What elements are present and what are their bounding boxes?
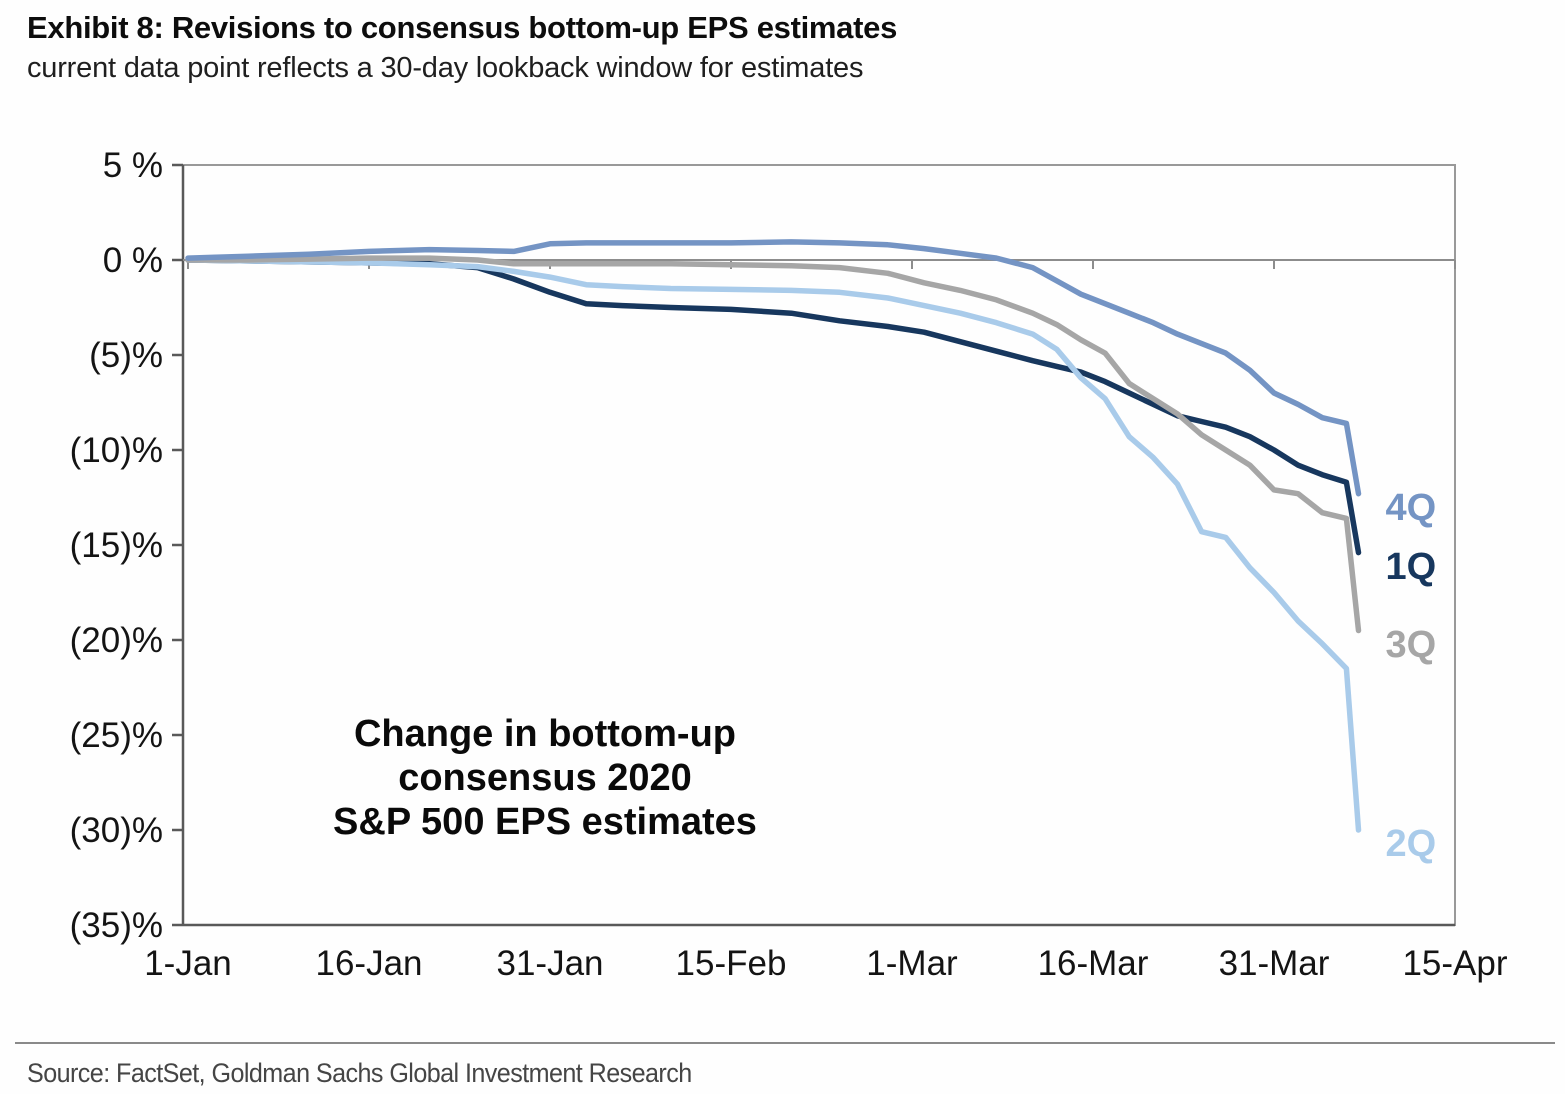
chart-annotation: Change in bottom-up consensus 2020 S&P 5… [285, 712, 805, 844]
y-tick-label: (25)% [70, 716, 163, 755]
annotation-line-3: S&P 500 EPS estimates [333, 801, 757, 843]
y-tick-label: (5)% [89, 336, 163, 375]
footer-divider [15, 1042, 1555, 1044]
annotation-line-2: consensus 2020 [398, 757, 692, 799]
x-tick-label: 1-Jan [144, 944, 232, 983]
y-tick-label: 0 % [103, 241, 163, 280]
y-tick-label: (35)% [70, 906, 163, 945]
series-label-1q: 1Q [1385, 545, 1437, 588]
eps-revisions-line-chart: 5 % 0 % (5)% (10)% (15)% (20)% (25)% (30)% (35)%… [70, 146, 1508, 983]
x-tick-label: 16-Mar [1038, 944, 1149, 983]
series-line-3q [185, 255, 1362, 634]
y-tick-label: (10)% [70, 431, 163, 470]
y-tick-label: (30)% [70, 811, 163, 850]
series-label-4q: 4Q [1385, 486, 1437, 529]
annotation-line-1: Change in bottom-up [353, 713, 737, 755]
y-tick-label: (15)% [70, 526, 163, 565]
x-tick-label: 1-Mar [866, 944, 958, 983]
source-note: Source: FactSet, Goldman Sachs Global In… [27, 1058, 692, 1088]
x-tick-label: 16-Jan [315, 944, 422, 983]
series-line-2q [185, 257, 1362, 833]
series-label-3q: 3Q [1385, 623, 1437, 666]
series-label-2q: 2Q [1385, 823, 1437, 865]
x-tick-label: 15-Apr [1402, 944, 1507, 983]
y-tick-label: (20)% [70, 621, 163, 660]
exhibit-subtitle: current data point reflects a 30-day loo… [27, 52, 864, 84]
exhibit-title: Exhibit 8: Revisions to consensus bottom… [27, 10, 898, 45]
x-tick-label: 31-Jan [496, 944, 603, 983]
series-line-4q [185, 239, 1362, 497]
y-tick-label: 5 % [103, 146, 163, 185]
x-tick-label: 15-Feb [676, 944, 787, 983]
series-line-1q [185, 257, 1362, 556]
x-tick-label: 31-Mar [1219, 944, 1330, 983]
